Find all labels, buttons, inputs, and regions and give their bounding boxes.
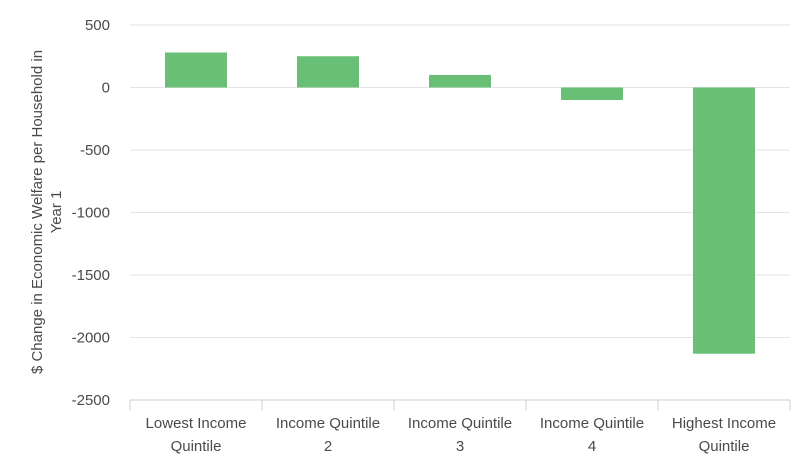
bar bbox=[693, 87, 755, 354]
x-tick-label: Highest Income bbox=[672, 415, 776, 432]
bar bbox=[561, 87, 623, 100]
x-tick-label: 2 bbox=[324, 438, 332, 455]
y-axis-title-line: $ Change in Economic Welfare per Househo… bbox=[29, 50, 46, 374]
y-axis-title-line: Year 1 bbox=[48, 191, 65, 234]
y-tick-label: -2500 bbox=[72, 392, 110, 409]
y-axis-title: $ Change in Economic Welfare per Househo… bbox=[29, 50, 65, 374]
y-tick-label: -2000 bbox=[72, 330, 110, 347]
x-tick-label: Quintile bbox=[171, 438, 222, 455]
x-tick-label: Income Quintile bbox=[540, 415, 644, 432]
x-tick-label: 3 bbox=[456, 438, 464, 455]
x-tick-label: Quintile bbox=[699, 438, 750, 455]
y-tick-labels: 500 0 -500 -1000 -1500 -2000 -2500 bbox=[72, 17, 110, 409]
x-axis: Lowest Income Quintile Income Quintile 2 Inc… bbox=[129, 399, 791, 455]
y-tick-label: -1500 bbox=[72, 267, 110, 284]
y-tick-label: 0 bbox=[102, 80, 110, 97]
y-tick-label: -1000 bbox=[72, 205, 110, 222]
x-tick-label: Income Quintile bbox=[408, 415, 512, 432]
bar bbox=[165, 52, 227, 88]
gridlines bbox=[130, 24, 790, 338]
y-tick-label: -500 bbox=[80, 142, 110, 159]
y-tick-label: 500 bbox=[85, 17, 110, 34]
bars bbox=[165, 52, 755, 354]
x-tick-label: Lowest Income bbox=[146, 415, 247, 432]
bar bbox=[297, 56, 359, 88]
bar bbox=[429, 75, 491, 88]
x-tick-label: 4 bbox=[588, 438, 596, 455]
x-tick-label: Income Quintile bbox=[276, 415, 380, 432]
